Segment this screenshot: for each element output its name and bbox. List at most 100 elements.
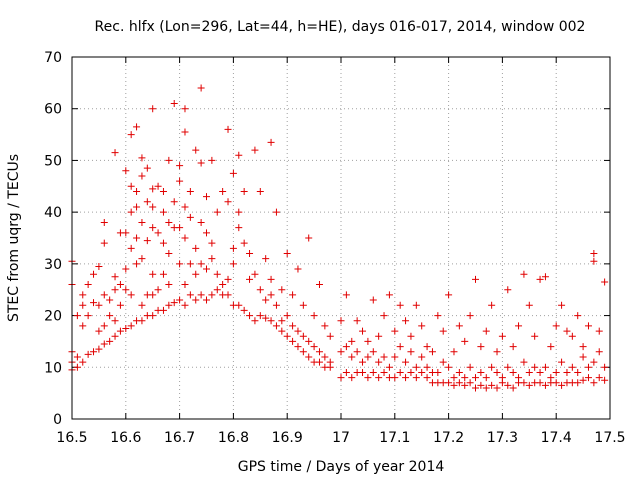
- data-point-plus-marker: [235, 301, 243, 309]
- data-point-plus-marker: [159, 187, 167, 195]
- data-point-plus-marker: [558, 301, 566, 309]
- data-point-plus-marker: [165, 156, 173, 164]
- data-point-plus-marker: [563, 368, 571, 376]
- data-point-plus-marker: [289, 337, 297, 345]
- data-point-plus-marker: [466, 363, 474, 371]
- data-point-plus-marker: [342, 291, 350, 299]
- data-point-plus-marker: [106, 312, 114, 320]
- data-point-plus-marker: [278, 327, 286, 335]
- data-point-plus-marker: [246, 312, 254, 320]
- data-point-plus-marker: [515, 374, 523, 382]
- data-point-plus-marker: [439, 358, 447, 366]
- data-point-plus-marker: [272, 301, 280, 309]
- data-point-plus-marker: [321, 322, 329, 330]
- data-point-plus-marker: [423, 343, 431, 351]
- data-point-plus-marker: [203, 296, 210, 304]
- data-point-plus-marker: [79, 291, 87, 299]
- data-point-plus-marker: [272, 208, 280, 216]
- data-point-plus-marker: [203, 193, 210, 201]
- data-point-plus-marker: [455, 368, 463, 376]
- data-point-plus-marker: [143, 237, 151, 245]
- data-point-plus-marker: [472, 275, 479, 283]
- data-point-plus-marker: [133, 187, 141, 195]
- data-point-plus-marker: [391, 327, 399, 335]
- data-points: [68, 84, 609, 392]
- data-point-plus-marker: [482, 384, 490, 392]
- data-point-plus-marker: [213, 208, 221, 216]
- data-point-plus-marker: [536, 368, 544, 376]
- data-point-plus-marker: [116, 281, 124, 289]
- data-point-plus-marker: [219, 281, 227, 289]
- data-point-plus-marker: [154, 229, 162, 237]
- data-point-plus-marker: [251, 270, 259, 278]
- data-point-plus-marker: [472, 384, 479, 392]
- data-point-plus-marker: [439, 327, 447, 335]
- data-point-plus-marker: [106, 337, 114, 345]
- data-point-plus-marker: [590, 257, 598, 265]
- data-point-plus-marker: [159, 270, 167, 278]
- data-point-plus-marker: [165, 218, 173, 226]
- data-point-plus-marker: [445, 291, 453, 299]
- data-point-plus-marker: [127, 182, 135, 190]
- data-point-plus-marker: [348, 374, 356, 382]
- data-point-plus-marker: [197, 260, 205, 268]
- data-point-plus-marker: [181, 301, 189, 309]
- data-point-plus-marker: [364, 374, 372, 382]
- data-point-plus-marker: [111, 332, 119, 340]
- data-point-plus-marker: [262, 296, 270, 304]
- data-point-plus-marker: [402, 317, 410, 325]
- data-point-plus-marker: [170, 299, 178, 307]
- data-point-plus-marker: [186, 213, 194, 221]
- plot-frame: [71, 56, 611, 420]
- data-point-plus-marker: [418, 322, 426, 330]
- data-point-plus-marker: [466, 312, 474, 320]
- data-point-plus-marker: [455, 379, 463, 387]
- data-point-plus-marker: [213, 286, 221, 294]
- data-point-plus-marker: [246, 250, 254, 258]
- data-point-plus-marker: [315, 281, 323, 289]
- data-point-plus-marker: [90, 270, 98, 278]
- x-tick-label: 17.2: [433, 430, 464, 446]
- x-tick-label: 17: [332, 430, 350, 446]
- data-point-plus-marker: [73, 363, 81, 371]
- data-point-plus-marker: [520, 379, 528, 387]
- data-point-plus-marker: [482, 327, 490, 335]
- data-point-plus-marker: [181, 234, 189, 242]
- data-point-plus-marker: [520, 358, 528, 366]
- data-point-plus-marker: [396, 343, 404, 351]
- y-tick-label: 0: [53, 412, 62, 428]
- data-point-plus-marker: [584, 322, 592, 330]
- data-point-plus-marker: [418, 368, 426, 376]
- data-point-plus-marker: [402, 374, 410, 382]
- data-point-plus-marker: [590, 379, 598, 387]
- data-point-plus-marker: [267, 275, 275, 283]
- data-point-plus-marker: [369, 368, 377, 376]
- data-point-plus-marker: [138, 255, 146, 263]
- data-point-plus-marker: [208, 255, 216, 263]
- data-point-plus-marker: [159, 208, 167, 216]
- data-point-plus-marker: [106, 296, 114, 304]
- data-point-plus-marker: [380, 353, 388, 361]
- data-point-plus-marker: [407, 348, 415, 356]
- data-point-plus-marker: [450, 374, 458, 382]
- data-point-plus-marker: [493, 384, 501, 392]
- data-point-plus-marker: [423, 374, 431, 382]
- data-point-plus-marker: [504, 363, 512, 371]
- data-point-plus-marker: [176, 177, 184, 185]
- data-point-plus-marker: [590, 358, 598, 366]
- data-point-plus-marker: [192, 146, 200, 154]
- data-point-plus-marker: [353, 317, 361, 325]
- x-tick-label: 16.5: [56, 430, 87, 446]
- data-point-plus-marker: [461, 381, 469, 389]
- data-point-plus-marker: [149, 105, 157, 113]
- data-point-plus-marker: [278, 317, 286, 325]
- data-point-plus-marker: [412, 363, 420, 371]
- data-point-plus-marker: [116, 301, 124, 309]
- data-point-plus-marker: [154, 182, 162, 190]
- data-point-plus-marker: [256, 187, 264, 195]
- data-point-plus-marker: [601, 376, 609, 384]
- data-point-plus-marker: [143, 164, 151, 172]
- data-point-plus-marker: [283, 332, 291, 340]
- data-point-plus-marker: [568, 332, 576, 340]
